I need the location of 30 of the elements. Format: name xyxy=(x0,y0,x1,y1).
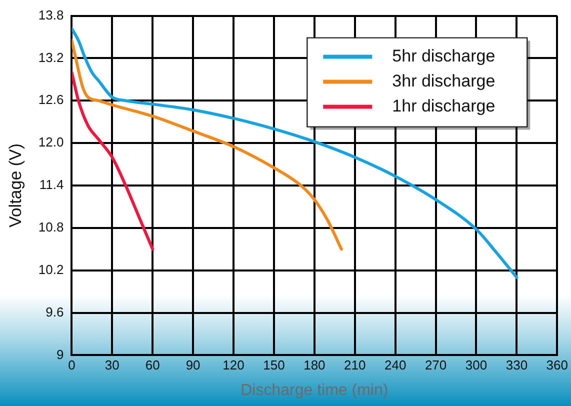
y-tick-label: 13.8 xyxy=(38,7,64,22)
x-tick-label: 120 xyxy=(222,358,244,373)
legend-label: 5hr discharge xyxy=(392,46,496,66)
y-tick-label: 9 xyxy=(56,346,64,362)
y-tick-label: 11.4 xyxy=(39,177,64,192)
x-tick-label: 150 xyxy=(263,358,285,373)
x-tick-label: 270 xyxy=(424,358,447,373)
y-tick-label: 10.2 xyxy=(38,262,64,277)
x-tick-label: 0 xyxy=(68,358,76,373)
x-tick-label: 240 xyxy=(384,358,406,373)
line-series xyxy=(72,70,154,251)
x-tick-label: 90 xyxy=(186,358,200,373)
x-tick-label: 210 xyxy=(344,358,366,373)
legend-label: 1hr discharge xyxy=(392,96,496,116)
legend-label: 3hr discharge xyxy=(392,71,496,90)
y-tick-label: 9.6 xyxy=(46,304,64,320)
x-tick-label: 300 xyxy=(465,358,488,373)
x-tick-label: 180 xyxy=(304,358,326,373)
line-series xyxy=(72,39,343,251)
y-tick-label: 12.6 xyxy=(38,92,64,108)
y-axis-title: Voltage (V) xyxy=(6,143,25,228)
x-tick-label: 60 xyxy=(145,358,160,373)
y-tick-label: 13.2 xyxy=(38,50,64,65)
y-tick-label: 12.0 xyxy=(38,134,64,150)
x-tick-label: 330 xyxy=(506,358,528,373)
x-tick-label: 30 xyxy=(104,358,120,373)
y-tick-label: 10.8 xyxy=(38,220,64,235)
x-tick-label: 360 xyxy=(546,358,568,373)
line-series xyxy=(72,27,518,279)
x-axis-title: Discharge time (min) xyxy=(240,382,388,399)
